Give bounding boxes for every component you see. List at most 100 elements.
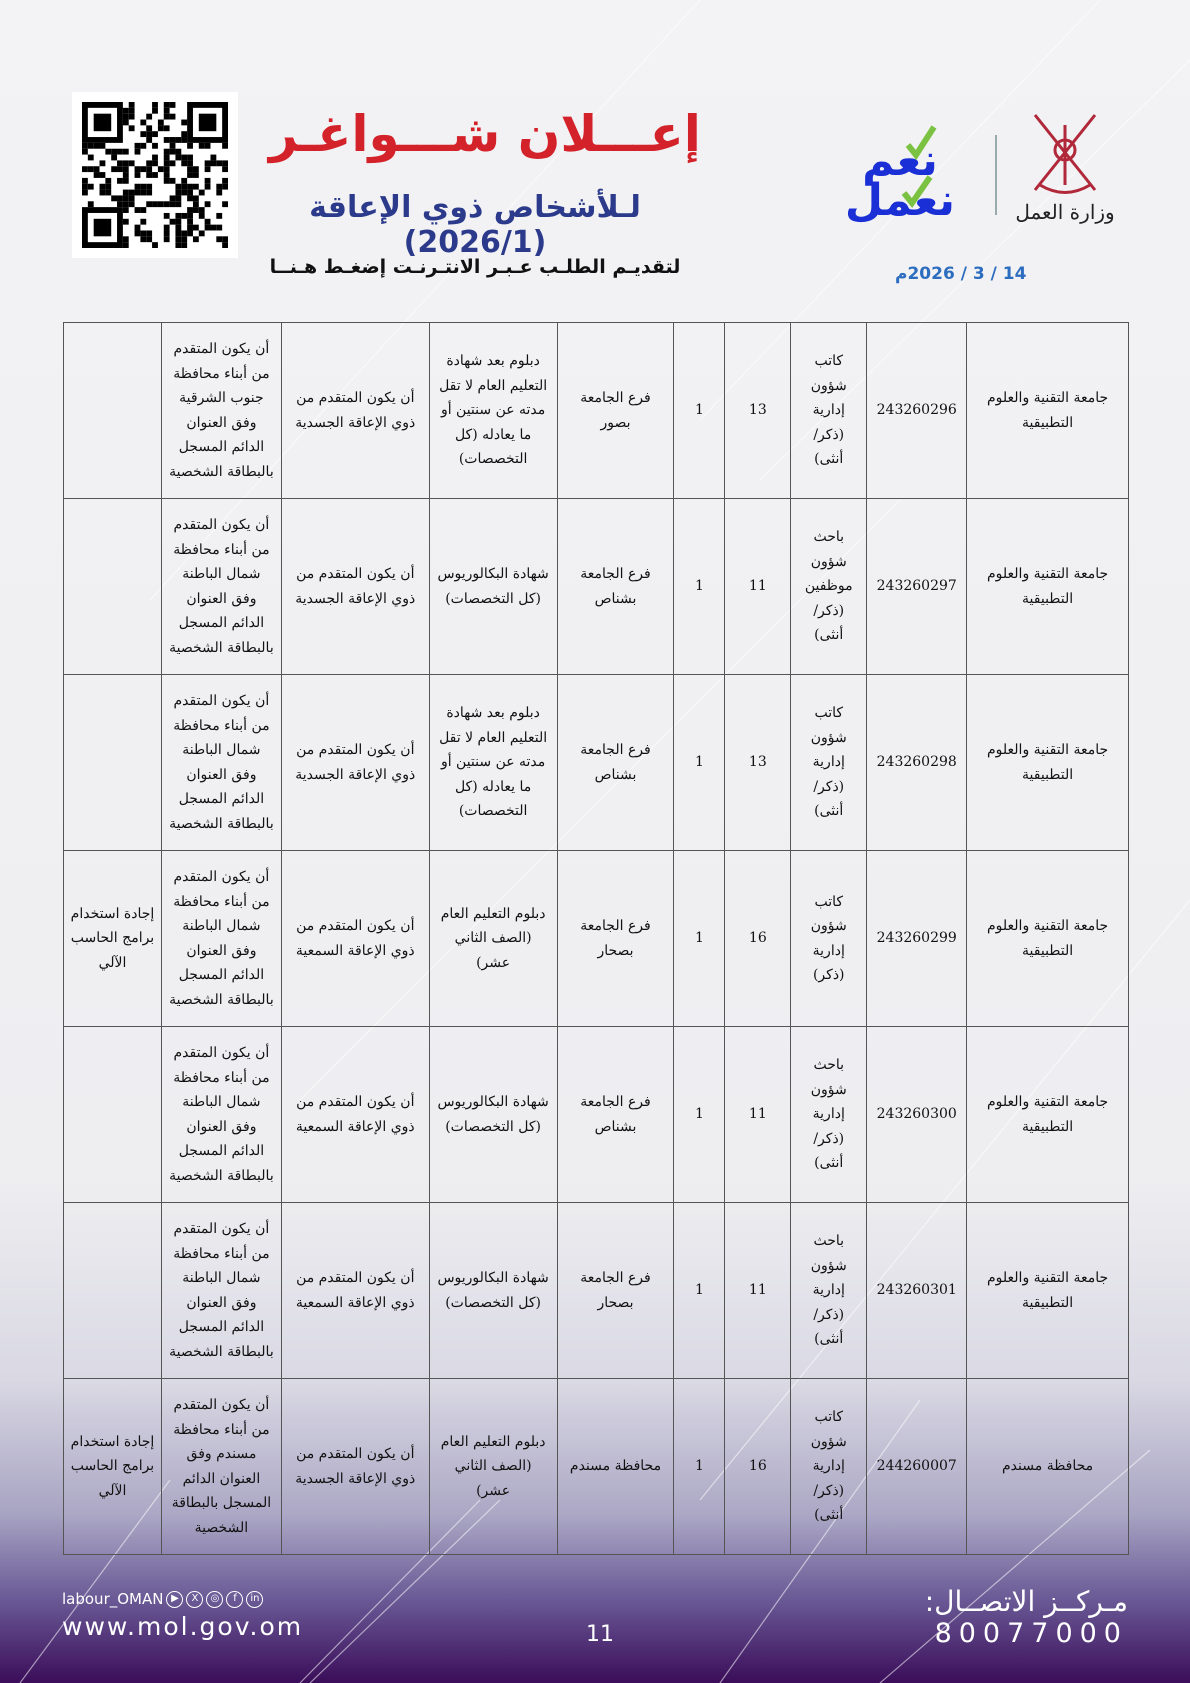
table-row: جامعة التقنية والعلوم التطبيقية 243260297… (63, 498, 1129, 675)
cell-entity: جامعة التقنية والعلوم التطبيقية (966, 322, 1129, 499)
cell-job-number: 244260007 (866, 1378, 968, 1555)
page-subtitle: لـلأشخاص ذوي الإعاقة (2026/1) (309, 190, 641, 260)
instagram-icon[interactable]: ◎ (206, 1590, 224, 1608)
website-link[interactable]: www.mol.gov.om (62, 1612, 304, 1641)
cell-job-title: كاتب شؤون إدارية (ذكر/ أنثى) (790, 1378, 868, 1555)
cell-notes (63, 322, 162, 499)
cell-job-number: 243260296 (866, 322, 968, 499)
cell-notes (63, 498, 162, 675)
svg-text:نعمل: نعمل (845, 175, 955, 225)
cell-location: فرع الجامعة بشناص (556, 498, 675, 675)
cell-job-title: كاتب شؤون إدارية (ذكر/ أنثى) (790, 674, 868, 851)
cell-count: 1 (673, 322, 726, 499)
cell-disability-type: أن يكون المتقدم من ذوي الإعاقة الجسدية (280, 1378, 430, 1555)
cell-count: 1 (673, 1202, 726, 1379)
cell-location: فرع الجامعة بشناص (556, 674, 675, 851)
x-icon[interactable]: X (186, 1590, 204, 1608)
cell-job-number: 243260298 (866, 674, 968, 851)
qr-code-icon (82, 102, 228, 248)
cell-qualification: دبلوم التعليم العام (الصف الثاني عشر) (428, 1378, 558, 1555)
linkedin-icon[interactable]: in (246, 1590, 264, 1608)
cell-grade: 16 (724, 1378, 792, 1555)
logo-divider (995, 135, 997, 215)
cell-grade: 13 (724, 674, 792, 851)
table-row: جامعة التقنية والعلوم التطبيقية 243260296… (63, 322, 1129, 499)
cell-job-title: باحث شؤون موظفين (ذكر/ أنثى) (790, 498, 868, 675)
cell-disability-type: أن يكون المتقدم من ذوي الإعاقة الجسدية (280, 322, 430, 499)
cell-qualification: دبلوم التعليم العام (الصف الثاني عشر) (428, 850, 558, 1027)
table-row: جامعة التقنية والعلوم التطبيقية 243260300… (63, 1026, 1129, 1203)
cell-disability-type: أن يكون المتقدم من ذوي الإعاقة الجسدية (280, 498, 430, 675)
cell-grade: 13 (724, 322, 792, 499)
cell-grade: 16 (724, 850, 792, 1027)
cell-job-number: 243260299 (866, 850, 968, 1027)
cell-job-title: كاتب شؤون إدارية (ذكر/ أنثى) (790, 322, 868, 499)
cell-disability-type: أن يكون المتقدم من ذوي الإعاقة السمعية (280, 1026, 430, 1203)
cell-disability-type: أن يكون المتقدم من ذوي الإعاقة السمعية (280, 1202, 430, 1379)
cell-entity: جامعة التقنية والعلوم التطبيقية (966, 850, 1129, 1027)
contact-label: مـركــز الاتصــال: (924, 1585, 1128, 1618)
cell-location: محافظة مسندم (556, 1378, 675, 1555)
cell-entity: جامعة التقنية والعلوم التطبيقية (966, 1026, 1129, 1203)
cell-location: فرع الجامعة بشناص (556, 1026, 675, 1203)
cell-disability-type: أن يكون المتقدم من ذوي الإعاقة السمعية (280, 850, 430, 1027)
cell-residence-condition: أن يكون المتقدم من أبناء محافظة شمال الب… (160, 1202, 282, 1379)
slogan-logo: نعم نعمل (845, 125, 955, 225)
apply-online-link[interactable]: لتقديـم الطلـب عـبـر الانتـرنـت إضغـط هـ… (269, 256, 681, 278)
cell-entity: محافظة مسندم (966, 1378, 1129, 1555)
table-row: محافظة مسندم 244260007 كاتب شؤون إدارية (ذ… (63, 1378, 1129, 1555)
youtube-icon[interactable]: ▶ (166, 1590, 184, 1608)
cell-notes (63, 1202, 162, 1379)
cell-qualification: شهادة البكالوريوس (كل التخصصات) (428, 1202, 558, 1379)
cell-qualification: شهادة البكالوريوس (كل التخصصات) (428, 1026, 558, 1203)
cell-notes (63, 1026, 162, 1203)
cell-residence-condition: أن يكون المتقدم من أبناء محافظة مسندم وف… (160, 1378, 282, 1555)
page-number: 11 (586, 1622, 614, 1647)
cell-count: 1 (673, 850, 726, 1027)
qr-code[interactable] (72, 92, 238, 258)
vacancies-table: جامعة التقنية والعلوم التطبيقية 243260296… (63, 322, 1129, 1555)
cell-qualification: دبلوم بعد شهادة التعليم العام لا تقل مدت… (428, 674, 558, 851)
cell-qualification: دبلوم بعد شهادة التعليم العام لا تقل مدت… (428, 322, 558, 499)
oman-emblem-icon (1033, 114, 1097, 194)
cell-grade: 11 (724, 1202, 792, 1379)
cell-job-number: 243260300 (866, 1026, 968, 1203)
cell-job-title: كاتب شؤون إدارية (ذكر) (790, 850, 868, 1027)
cell-residence-condition: أن يكون المتقدم من أبناء محافظة جنوب الش… (160, 322, 282, 499)
table-row: جامعة التقنية والعلوم التطبيقية 243260299… (63, 850, 1129, 1027)
cell-count: 1 (673, 1026, 726, 1203)
cell-job-number: 243260297 (866, 498, 968, 675)
cell-entity: جامعة التقنية والعلوم التطبيقية (966, 674, 1129, 851)
footer-social: labour_OMAN ▶ X ◎ f in www.mol.gov.om (62, 1590, 303, 1641)
cell-qualification: شهادة البكالوريوس (كل التخصصات) (428, 498, 558, 675)
cell-residence-condition: أن يكون المتقدم من أبناء محافظة شمال الب… (160, 1026, 282, 1203)
cell-location: فرع الجامعة بصحار (556, 850, 675, 1027)
cell-job-title: باحث شؤون إدارية (ذكر/ أنثى) (790, 1202, 868, 1379)
contact-center: مـركــز الاتصــال: 80077000 (925, 1585, 1128, 1649)
cell-job-number: 243260301 (866, 1202, 968, 1379)
cell-residence-condition: أن يكون المتقدم من أبناء محافظة شمال الب… (160, 498, 282, 675)
facebook-icon[interactable]: f (226, 1590, 244, 1608)
announcement-date: 14 / 3 / 2026م (895, 264, 1027, 284)
cell-location: فرع الجامعة بصحار (556, 1202, 675, 1379)
cell-notes: إجادة استخدام برامج الحاسب الآلي (63, 1378, 162, 1555)
cell-residence-condition: أن يكون المتقدم من أبناء محافظة شمال الب… (160, 850, 282, 1027)
cell-entity: جامعة التقنية والعلوم التطبيقية (966, 1202, 1129, 1379)
cell-residence-condition: أن يكون المتقدم من أبناء محافظة شمال الب… (160, 674, 282, 851)
cell-count: 1 (673, 498, 726, 675)
table-row: جامعة التقنية والعلوم التطبيقية 243260301… (63, 1202, 1129, 1379)
cell-grade: 11 (724, 1026, 792, 1203)
contact-number: 80077000 (934, 1618, 1128, 1649)
social-handle: labour_OMAN (62, 1590, 164, 1608)
cell-notes: إجادة استخدام برامج الحاسب الآلي (63, 850, 162, 1027)
ministry-name: وزارة العمل (1015, 200, 1115, 224)
cell-location: فرع الجامعة بصور (556, 322, 675, 499)
table-row: جامعة التقنية والعلوم التطبيقية 243260298… (63, 674, 1129, 851)
cell-job-title: باحث شؤون إدارية (ذكر/ أنثى) (790, 1026, 868, 1203)
cell-count: 1 (673, 674, 726, 851)
cell-disability-type: أن يكون المتقدم من ذوي الإعاقة الجسدية (280, 674, 430, 851)
cell-count: 1 (673, 1378, 726, 1555)
cell-notes (63, 674, 162, 851)
cell-grade: 11 (724, 498, 792, 675)
cell-entity: جامعة التقنية والعلوم التطبيقية (966, 498, 1129, 675)
